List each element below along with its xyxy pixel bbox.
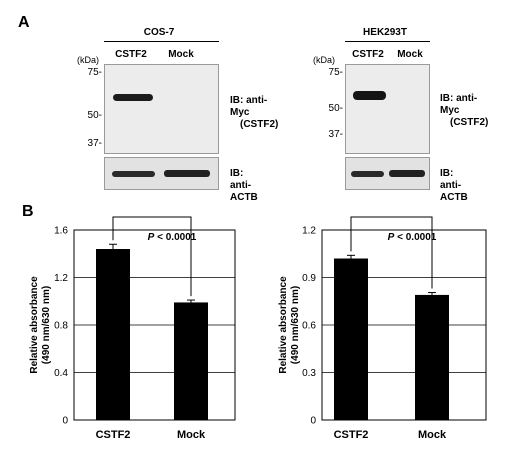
cell-line-underline: [345, 41, 430, 42]
bar-cstf2: [334, 258, 368, 420]
lane-label-cstf2: CSTF2: [352, 49, 384, 60]
actb-blot-membrane: [345, 157, 430, 190]
y-tick-label: 1.6: [54, 226, 68, 237]
significance-bracket: [350, 216, 433, 289]
marker-37: 37-: [87, 138, 102, 149]
ib-myc-label: IB: anti-Myc (CSTF2): [230, 95, 278, 131]
marker-75: 75-: [87, 67, 102, 78]
myc-blot-membrane: [345, 64, 430, 154]
panel-a-label: A: [18, 14, 30, 31]
actb-band-cstf2: [112, 171, 155, 177]
bar-mock: [415, 294, 449, 420]
myc-blot-membrane: [104, 64, 219, 154]
marker-75: 75-: [328, 67, 343, 78]
ib-myc-line1: IB: anti-Myc: [440, 93, 478, 116]
ib-myc-line1: IB: anti-Myc: [230, 95, 268, 118]
bar-chart-right: 0 0.3 0.6 0.9 1.2 CSTF2 Mock P < 0.0001 Relative…: [278, 216, 487, 441]
category-label: CSTF2: [96, 429, 131, 441]
plot-frame: [73, 229, 236, 421]
y-tick-label: 0.9: [302, 273, 316, 284]
y-tick-label: 0.6: [302, 321, 316, 332]
category-label: CSTF2: [334, 429, 369, 441]
cell-line-underline: [104, 41, 219, 42]
lane-label-mock: Mock: [397, 49, 423, 60]
y-tick-label: 1.2: [54, 273, 68, 284]
ib-myc-line2: (CSTF2): [450, 117, 489, 128]
lane-label-cstf2: CSTF2: [115, 49, 147, 60]
ib-actb-label: IB: anti-ACTB: [440, 168, 468, 203]
actb-band-mock: [164, 170, 210, 177]
cell-line-title: HEK293T: [363, 27, 407, 38]
y-tick-label: 0: [310, 416, 316, 427]
y-axis-label: Relative absorbance(490 nm/630 nm): [29, 276, 52, 374]
kda-unit: (kDa): [77, 55, 99, 65]
y-tick-label: 0.8: [54, 321, 68, 332]
lane-label-mock: Mock: [168, 49, 194, 60]
bar-chart-left: 0 0.4 0.8 1.2 1.6 CSTF2 Mock P < 0.0001 Relative…: [29, 216, 236, 441]
significance-bracket: [112, 216, 192, 297]
y-tick-label: 0.4: [54, 368, 68, 379]
y-tick-label: 0: [62, 416, 68, 427]
cell-line-title: COS-7: [143, 27, 175, 38]
y-tick-label: 0.3: [302, 368, 316, 379]
plot-frame: [321, 229, 487, 421]
actb-band-mock: [389, 170, 425, 177]
actb-blot-membrane: [104, 157, 219, 190]
y-axis-label: Relative absorbance(490 nm/630 nm): [278, 276, 301, 374]
bar-cstf2: [96, 249, 130, 420]
ib-myc-line2: (CSTF2): [240, 119, 279, 130]
bar-mock: [174, 302, 208, 420]
y-tick-label: 1.2: [302, 226, 316, 237]
p-value-label: P < 0.0001: [148, 232, 197, 243]
myc-band-cstf2: [113, 94, 153, 101]
myc-band-cstf2: [353, 91, 386, 100]
kda-unit: (kDa): [313, 55, 335, 65]
category-label: Mock: [418, 429, 447, 441]
marker-50: 50-: [87, 110, 102, 121]
marker-50: 50-: [328, 103, 343, 114]
ib-actb-label: IB: anti-ACTB: [230, 168, 258, 203]
actb-band-cstf2: [351, 171, 384, 177]
marker-37: 37-: [328, 129, 343, 140]
panel-b-label: B: [22, 203, 34, 220]
category-label: Mock: [177, 429, 206, 441]
p-value-label: P < 0.0001: [388, 232, 437, 243]
ib-myc-label: IB: anti-Myc (CSTF2): [440, 93, 488, 129]
